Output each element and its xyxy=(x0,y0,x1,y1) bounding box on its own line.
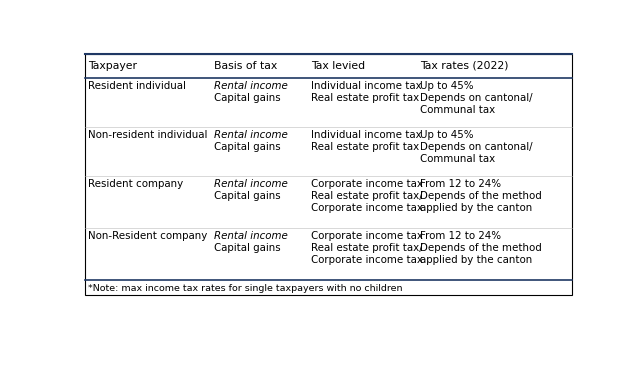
Text: Individual income tax: Individual income tax xyxy=(311,81,422,91)
Text: Corporate income tax: Corporate income tax xyxy=(311,231,423,241)
Text: Corporate income tax: Corporate income tax xyxy=(311,179,423,189)
Text: Tax levied: Tax levied xyxy=(311,61,365,70)
Text: Depends of the method: Depends of the method xyxy=(420,191,542,201)
Text: applied by the canton: applied by the canton xyxy=(420,203,533,213)
Text: Corporate income tax: Corporate income tax xyxy=(311,255,423,265)
Text: Rental income: Rental income xyxy=(214,179,288,189)
Text: Communal tax: Communal tax xyxy=(420,154,495,164)
Text: Resident company: Resident company xyxy=(88,179,183,189)
Text: Depends on cantonal/: Depends on cantonal/ xyxy=(420,93,533,103)
Text: Resident individual: Resident individual xyxy=(88,81,185,91)
Text: Rental income: Rental income xyxy=(214,130,288,140)
Text: Capital gains: Capital gains xyxy=(214,142,281,152)
Text: Real estate profit tax/: Real estate profit tax/ xyxy=(311,191,423,201)
Text: Up to 45%: Up to 45% xyxy=(420,81,474,91)
Text: Real estate profit tax: Real estate profit tax xyxy=(311,93,419,103)
Text: Non-resident individual: Non-resident individual xyxy=(88,130,207,140)
Text: Communal tax: Communal tax xyxy=(420,104,495,115)
Text: Non-Resident company: Non-Resident company xyxy=(88,231,207,241)
Text: Capital gains: Capital gains xyxy=(214,191,281,201)
Text: Individual income tax: Individual income tax xyxy=(311,130,422,140)
Text: Taxpayer: Taxpayer xyxy=(88,61,137,70)
Text: From 12 to 24%: From 12 to 24% xyxy=(420,179,501,189)
Text: Capital gains: Capital gains xyxy=(214,243,281,253)
Text: Real estate profit tax/: Real estate profit tax/ xyxy=(311,243,423,253)
Text: Rental income: Rental income xyxy=(214,231,288,241)
Text: Basis of tax: Basis of tax xyxy=(214,61,278,70)
Text: Capital gains: Capital gains xyxy=(214,93,281,103)
Text: From 12 to 24%: From 12 to 24% xyxy=(420,231,501,241)
Text: Depends of the method: Depends of the method xyxy=(420,243,542,253)
Text: Real estate profit tax: Real estate profit tax xyxy=(311,142,419,152)
Text: *Note: max income tax rates for single taxpayers with no children: *Note: max income tax rates for single t… xyxy=(88,284,402,293)
Text: applied by the canton: applied by the canton xyxy=(420,255,533,265)
Text: Rental income: Rental income xyxy=(214,81,288,91)
Text: Corporate income tax: Corporate income tax xyxy=(311,203,423,213)
Text: Up to 45%: Up to 45% xyxy=(420,130,474,140)
Text: Tax rates (2022): Tax rates (2022) xyxy=(420,61,509,70)
Text: Depends on cantonal/: Depends on cantonal/ xyxy=(420,142,533,152)
